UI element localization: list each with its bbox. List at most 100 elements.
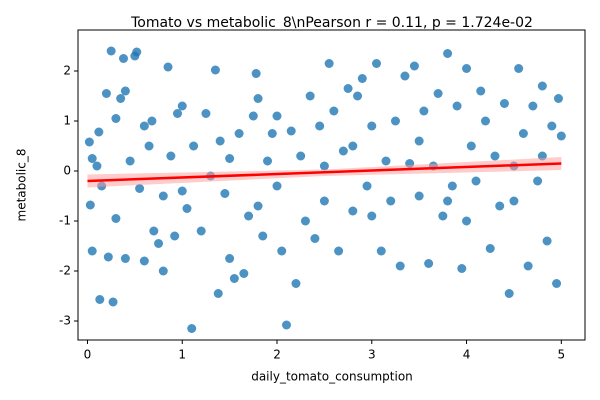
- point: [291, 279, 301, 288]
- point: [457, 264, 467, 273]
- point: [334, 246, 344, 256]
- point: [135, 184, 145, 193]
- point: [111, 114, 121, 123]
- point: [177, 101, 187, 111]
- point: [277, 246, 287, 256]
- point: [300, 216, 310, 226]
- point: [139, 256, 149, 266]
- point: [528, 101, 538, 111]
- y-axis-label: metabolic_8: [15, 149, 29, 222]
- point: [353, 91, 363, 101]
- point: [537, 81, 547, 91]
- y-tick-label: 0: [63, 164, 71, 178]
- point: [225, 154, 235, 163]
- point: [466, 141, 476, 151]
- point: [447, 181, 457, 191]
- point: [111, 214, 121, 223]
- point: [239, 269, 249, 278]
- point: [84, 137, 94, 147]
- point: [118, 54, 128, 63]
- y-tick-label: 2: [63, 64, 71, 78]
- point: [272, 181, 282, 191]
- point: [372, 59, 382, 68]
- point: [281, 320, 291, 330]
- point: [395, 261, 405, 271]
- point: [357, 74, 367, 83]
- axes-frame: [77, 29, 586, 341]
- point: [139, 121, 149, 131]
- point: [305, 91, 315, 101]
- point: [296, 151, 306, 161]
- point: [234, 129, 244, 138]
- point: [173, 109, 183, 118]
- point: [158, 191, 168, 201]
- point: [286, 126, 296, 136]
- point: [125, 156, 135, 166]
- x-tick-label: 3: [368, 348, 376, 362]
- x-tick-label: 0: [84, 348, 92, 362]
- point: [149, 226, 159, 236]
- point: [272, 111, 282, 121]
- point: [106, 46, 116, 56]
- point: [315, 121, 325, 131]
- point: [95, 295, 105, 304]
- point: [419, 106, 429, 116]
- point: [433, 89, 443, 98]
- point: [182, 204, 192, 213]
- point: [414, 136, 424, 146]
- point: [414, 191, 424, 201]
- x-tick-label: 5: [557, 348, 565, 362]
- point: [471, 176, 481, 186]
- point: [101, 89, 111, 98]
- point: [362, 181, 372, 191]
- point: [556, 131, 566, 141]
- point: [267, 129, 277, 138]
- point: [400, 71, 410, 81]
- point: [215, 136, 225, 146]
- x-tick-label: 1: [178, 348, 186, 362]
- point: [348, 206, 358, 216]
- point: [120, 254, 130, 263]
- point: [443, 49, 453, 58]
- point: [225, 254, 235, 263]
- point: [244, 211, 254, 221]
- point: [120, 86, 130, 96]
- y-tick-label: -2: [59, 264, 71, 278]
- x-tick-label: 2: [273, 348, 281, 362]
- point: [263, 156, 273, 166]
- point: [509, 196, 519, 206]
- point: [367, 211, 377, 221]
- point: [514, 64, 524, 73]
- point: [170, 231, 180, 241]
- point: [187, 324, 197, 333]
- point: [319, 161, 329, 171]
- point: [476, 86, 486, 96]
- point: [116, 94, 126, 103]
- point: [253, 94, 263, 103]
- point: [229, 274, 239, 283]
- point: [319, 196, 329, 206]
- point: [213, 289, 223, 298]
- point: [177, 186, 187, 196]
- point: [376, 246, 386, 256]
- point: [166, 151, 176, 161]
- y-tick-label: 1: [63, 114, 71, 128]
- point: [547, 121, 557, 131]
- point: [210, 65, 220, 75]
- point: [518, 129, 528, 138]
- point: [87, 154, 97, 163]
- point: [324, 59, 334, 68]
- point: [533, 176, 543, 186]
- point: [490, 151, 500, 161]
- point: [201, 109, 211, 118]
- point: [85, 200, 95, 210]
- point: [253, 201, 263, 211]
- point: [523, 261, 533, 271]
- point: [196, 226, 206, 236]
- point: [443, 196, 453, 206]
- point: [154, 239, 164, 248]
- point: [452, 101, 462, 111]
- point: [552, 279, 562, 288]
- point: [158, 266, 168, 276]
